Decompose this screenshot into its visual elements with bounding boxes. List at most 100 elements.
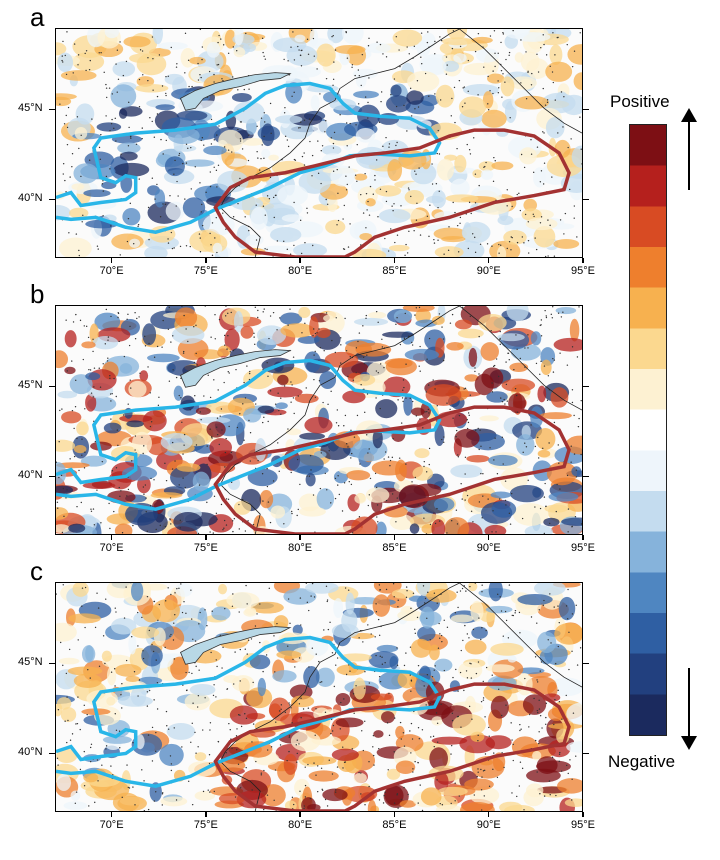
- significance-dot: [213, 684, 215, 686]
- significance-dot: [351, 64, 354, 66]
- significance-dot: [539, 373, 541, 375]
- significance-dot: [345, 122, 348, 124]
- anomaly-blob: [293, 243, 328, 257]
- anomaly-blob: [76, 421, 89, 436]
- significance-dot: [459, 45, 462, 48]
- anomaly-blob: [122, 207, 141, 226]
- significance-dot: [414, 170, 416, 172]
- anomaly-blob: [497, 215, 514, 226]
- significance-dot: [125, 659, 128, 662]
- significance-dot: [101, 183, 104, 185]
- significance-dot: [86, 713, 88, 716]
- significance-dot: [429, 703, 432, 705]
- significance-dot: [107, 336, 110, 338]
- anomaly-blob: [142, 410, 167, 432]
- significance-dot: [225, 437, 227, 440]
- significance-dot: [137, 223, 140, 226]
- significance-dot: [539, 222, 542, 224]
- significance-dot: [428, 463, 430, 466]
- significance-dot: [121, 707, 123, 709]
- significance-dot: [343, 425, 345, 427]
- significance-dot: [190, 618, 193, 620]
- significance-dot: [492, 768, 494, 771]
- anomaly-blob: [509, 484, 544, 503]
- significance-dot: [544, 309, 546, 312]
- significance-dot: [329, 621, 331, 624]
- anomaly-blob: [484, 524, 507, 534]
- significance-dot: [367, 624, 369, 626]
- significance-dot: [553, 723, 555, 726]
- anomaly-blob: [128, 380, 147, 398]
- significance-dot: [247, 159, 250, 162]
- significance-dot: [64, 54, 66, 57]
- country-border: [219, 29, 460, 257]
- significance-dot: [200, 76, 202, 79]
- significance-dot: [533, 215, 535, 218]
- significance-dot: [333, 131, 336, 134]
- significance-dot: [224, 315, 227, 317]
- anomaly-blob: [488, 583, 503, 602]
- significance-dot: [385, 136, 387, 139]
- significance-dot: [257, 316, 259, 319]
- anomaly-blob: [375, 185, 402, 197]
- significance-dot: [471, 718, 473, 720]
- anomaly-blob: [56, 42, 67, 56]
- significance-dot: [158, 54, 161, 56]
- significance-dot: [374, 636, 376, 638]
- significance-dot: [352, 693, 355, 695]
- anomaly-blob: [436, 158, 455, 181]
- significance-dot: [567, 531, 569, 533]
- significance-dot: [417, 504, 419, 506]
- significance-dot: [127, 786, 130, 789]
- significance-dot: [270, 746, 273, 748]
- significance-dot: [548, 442, 550, 444]
- significance-dot: [437, 239, 439, 241]
- lon-tick: [110, 812, 113, 817]
- significance-dot: [248, 88, 250, 90]
- significance-dot: [328, 759, 330, 761]
- anomaly-blob: [525, 217, 558, 231]
- anomaly-blob: [176, 463, 201, 472]
- significance-dot: [167, 587, 169, 589]
- significance-dot: [434, 53, 436, 55]
- significance-dot: [575, 755, 577, 757]
- significance-dot: [431, 163, 433, 165]
- significance-dot: [210, 118, 213, 121]
- significance-dot: [299, 54, 302, 56]
- significance-dot: [241, 148, 244, 150]
- significance-dot: [347, 589, 350, 591]
- significance-dot: [366, 393, 369, 395]
- significance-dot: [93, 524, 96, 526]
- significance-dot: [457, 690, 459, 692]
- significance-dot: [426, 215, 429, 217]
- significance-dot: [314, 332, 317, 335]
- significance-dot: [117, 444, 119, 447]
- significance-dot: [213, 139, 215, 141]
- significance-dot: [209, 791, 211, 793]
- significance-dot: [542, 183, 545, 185]
- significance-dot: [255, 403, 257, 405]
- significance-dot: [493, 459, 495, 461]
- significance-dot: [545, 316, 548, 319]
- significance-dot: [191, 722, 193, 724]
- significance-dot: [410, 115, 413, 117]
- significance-dot: [571, 778, 573, 780]
- significance-dot: [477, 661, 480, 663]
- significance-dot: [195, 752, 197, 754]
- anomaly-blob: [540, 359, 552, 376]
- significance-dot: [342, 218, 344, 220]
- significance-dot: [76, 505, 78, 508]
- significance-dot: [244, 713, 246, 715]
- significance-dot: [360, 193, 362, 196]
- significance-dot: [527, 71, 529, 74]
- significance-dot: [125, 60, 128, 63]
- significance-dot: [580, 453, 582, 456]
- significance-dot: [463, 689, 465, 692]
- significance-dot: [232, 349, 235, 352]
- anomaly-blob: [103, 422, 122, 434]
- significance-dot: [557, 645, 559, 648]
- significance-dot: [136, 611, 139, 614]
- significance-dot: [244, 397, 247, 399]
- significance-dot: [269, 521, 272, 524]
- significance-dot: [143, 445, 145, 447]
